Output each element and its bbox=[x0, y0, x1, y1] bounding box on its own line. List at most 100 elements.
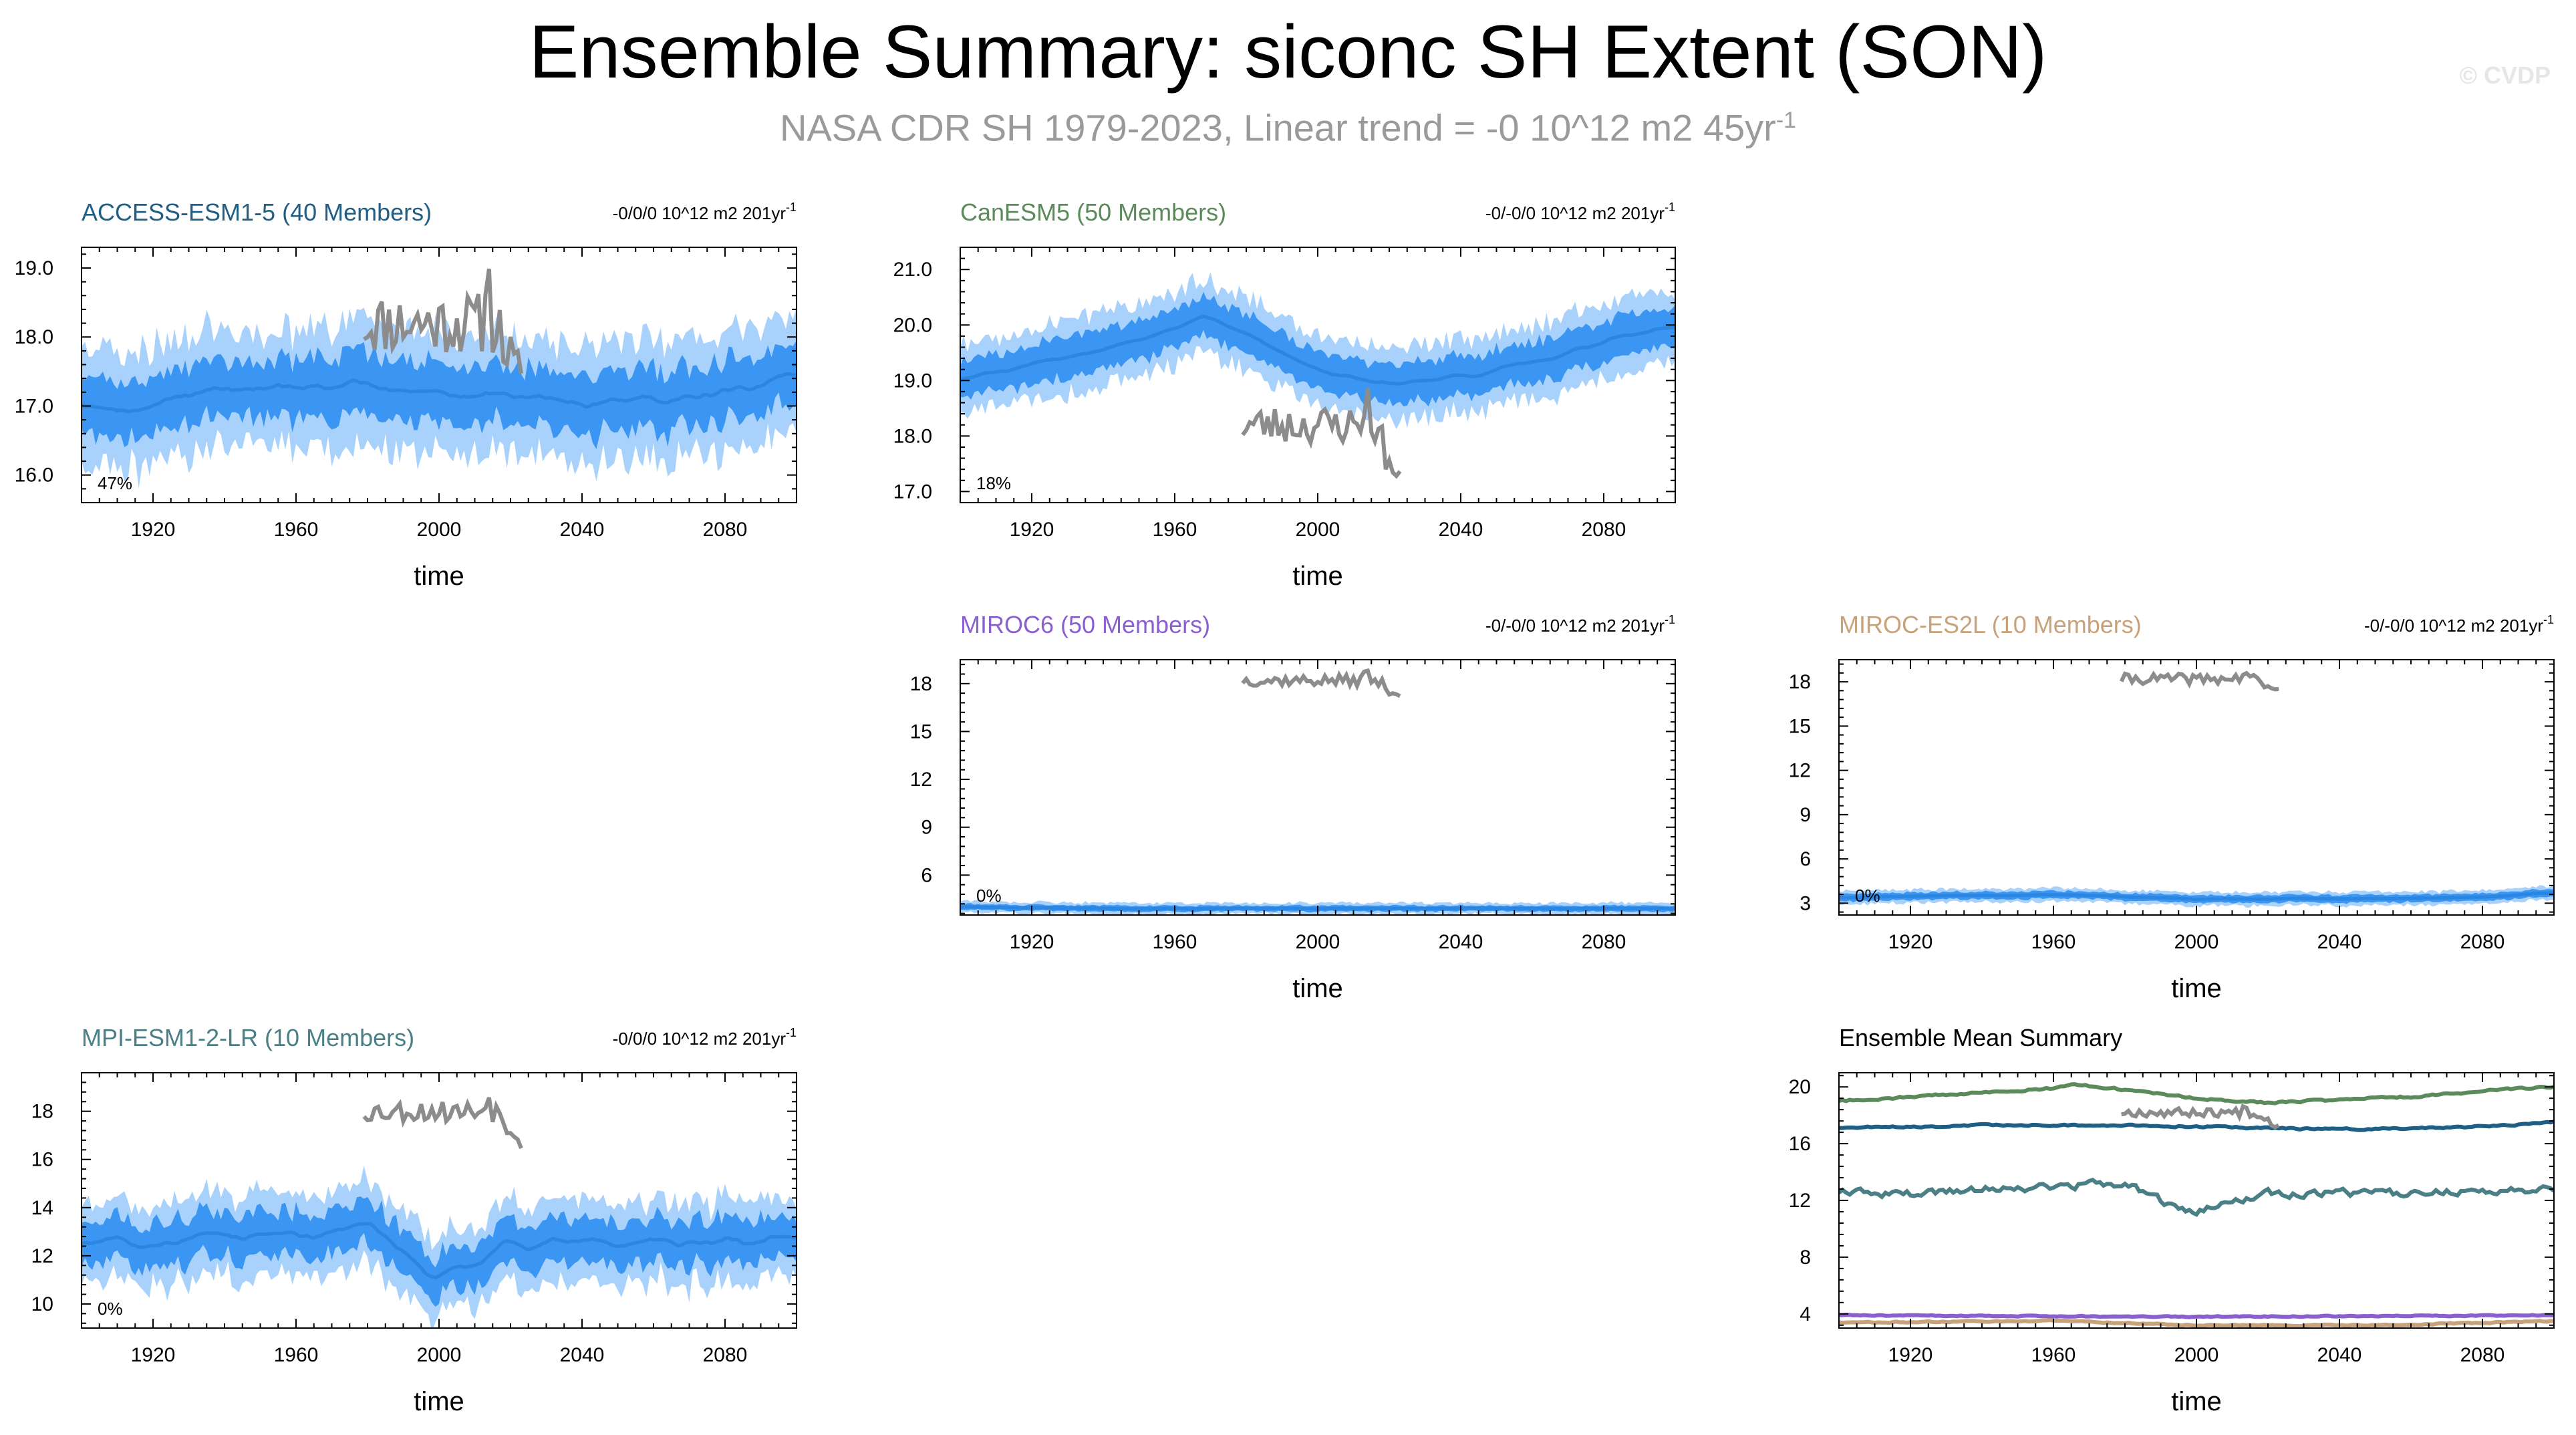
mpi-percent: 0% bbox=[98, 1299, 123, 1319]
mpi-ytick-label: 18 bbox=[31, 1101, 53, 1123]
canesm-ytick-label: 21.0 bbox=[893, 259, 932, 281]
miroc6-ytick-label: 6 bbox=[921, 864, 932, 886]
summary-xtick-label: 1920 bbox=[1888, 1344, 1933, 1366]
canesm-trend-value: -0/-0/0 10^12 m2 201yr bbox=[1485, 203, 1665, 223]
summary-frame bbox=[1838, 1072, 2555, 1329]
miroc6-xtick-label: 2080 bbox=[1582, 931, 1626, 953]
canesm-xtick-label: 1920 bbox=[1010, 519, 1054, 541]
mirocesl-ytick-label: 9 bbox=[1800, 804, 1811, 826]
miroc6-title: MIROC6 (50 Members) bbox=[960, 611, 1210, 638]
canesm-ytick-label: 19.0 bbox=[893, 370, 932, 392]
summary-xlabel: time bbox=[2171, 1387, 2222, 1416]
summary-ytick-label: 12 bbox=[1789, 1190, 1811, 1212]
mpi-trend-text: -0/0/0 10^12 m2 201yr-1 bbox=[613, 1026, 797, 1049]
mirocesl-title: MIROC-ES2L (10 Members) bbox=[1839, 611, 2142, 638]
mpi-title: MPI-ESM1-2-LR (10 Members) bbox=[82, 1024, 414, 1051]
access-xtick-label: 2040 bbox=[560, 519, 605, 541]
access-title: ACCESS-ESM1-5 (40 Members) bbox=[82, 199, 432, 226]
mpi-plot bbox=[82, 1097, 797, 1328]
canesm-title: CanESM5 (50 Members) bbox=[960, 199, 1226, 226]
mirocesl-xtick-label: 2000 bbox=[2174, 931, 2219, 953]
access-trend-text: -0/0/0 10^12 m2 201yr-1 bbox=[613, 201, 797, 223]
access-plot bbox=[82, 268, 797, 489]
mpi-xtick-label: 2040 bbox=[560, 1344, 605, 1366]
subtitle-text: NASA CDR SH 1979-2023, Linear trend = -0… bbox=[779, 106, 1776, 149]
canesm-ytick-label: 17.0 bbox=[893, 481, 932, 503]
summary-line-canesm5 bbox=[1839, 1082, 2554, 1105]
mirocesl-ytick-label: 6 bbox=[1800, 848, 1811, 870]
miroc6-obs-line bbox=[1241, 668, 1401, 698]
summary-plot bbox=[1839, 1082, 2554, 1328]
miroc6-frame bbox=[960, 659, 1676, 916]
mirocesl-trend-value: -0/-0/0 10^12 m2 201yr bbox=[2364, 616, 2543, 636]
panel-mpi: 1920 1960 2000 2040 2080 10 12 14 16 18 time MPI-ES… bbox=[31, 1024, 797, 1416]
mirocesl-ensemble-mean bbox=[1839, 891, 2554, 901]
summary-ytick-label: 4 bbox=[1800, 1303, 1811, 1325]
miroc6-ytick-label: 12 bbox=[910, 769, 932, 791]
summary-xtick-label: 2000 bbox=[2174, 1344, 2219, 1366]
miroc6-xtick-label: 2000 bbox=[1296, 931, 1340, 953]
miroc6-plot bbox=[960, 668, 1675, 915]
summary-line-access-esm1-5 bbox=[1839, 1120, 2554, 1132]
mpi-ytick-label: 16 bbox=[31, 1149, 53, 1171]
panel-summary: 1920 1960 2000 2040 2080 4 8 12 16 20 time Ensemble… bbox=[1789, 1024, 2555, 1416]
miroc6-trend-value: -0/-0/0 10^12 m2 201yr bbox=[1485, 616, 1665, 636]
miroc6-ytick-label: 18 bbox=[910, 673, 932, 695]
mpi-obs-line bbox=[362, 1097, 523, 1150]
mirocesl-xtick-label: 2080 bbox=[2460, 931, 2505, 953]
summary-ytick-label: 20 bbox=[1789, 1076, 1811, 1098]
mpi-xtick-label: 2000 bbox=[417, 1344, 462, 1366]
miroc6-ytick-label: 15 bbox=[910, 721, 932, 743]
access-xtick-label: 2080 bbox=[703, 519, 748, 541]
mirocesl-ytick-label: 18 bbox=[1789, 671, 1811, 693]
canesm-xtick-label: 2040 bbox=[1439, 519, 1483, 541]
mirocesl-ytick-label: 3 bbox=[1800, 892, 1811, 914]
mpi-ytick-label: 14 bbox=[31, 1197, 53, 1219]
subtitle-exponent: -1 bbox=[1775, 108, 1797, 133]
mirocesl-percent: 0% bbox=[1855, 886, 1880, 906]
panel-access: 1920 1960 2000 2040 2080 16.0 17.0 18.0 19.0 time… bbox=[15, 199, 797, 591]
mirocesl-obs-line bbox=[2119, 670, 2279, 692]
panel-mirocesl: 1920 1960 2000 2040 2080 3 6 9 12 15 18 time MIROC-E… bbox=[1789, 611, 2555, 1003]
access-percent: 47% bbox=[98, 473, 132, 493]
page-subtitle: NASA CDR SH 1979-2023, Linear trend = -0… bbox=[0, 97, 2576, 152]
mpi-ytick-label: 10 bbox=[31, 1293, 53, 1315]
panel-canesm: 1920 1960 2000 2040 2080 17.0 18.0 19.0 20.0 21.0… bbox=[893, 199, 1676, 591]
canesm-xlabel: time bbox=[1292, 561, 1343, 591]
mirocesl-xlabel: time bbox=[2171, 974, 2222, 1003]
miroc6-trend-exponent: -1 bbox=[1665, 613, 1675, 626]
mpi-trend-exponent: -1 bbox=[786, 1026, 797, 1039]
mirocesl-plot bbox=[1839, 670, 2554, 908]
access-obs-line bbox=[363, 268, 523, 374]
miroc6-ytick-label: 9 bbox=[921, 817, 932, 839]
summary-ytick-label: 8 bbox=[1800, 1247, 1811, 1269]
mirocesl-trend-text: -0/-0/0 10^12 m2 201yr-1 bbox=[2364, 613, 2554, 636]
access-xlabel: time bbox=[414, 561, 464, 591]
mirocesl-frame bbox=[1838, 659, 2555, 916]
canesm-obs-line bbox=[1241, 388, 1402, 479]
mpi-trend-value: -0/0/0 10^12 m2 201yr bbox=[613, 1029, 786, 1049]
miroc6-percent: 0% bbox=[976, 886, 1002, 906]
canesm-percent: 18% bbox=[976, 473, 1011, 493]
page-title: Ensemble Summary: siconc SH Extent (SON) bbox=[529, 10, 2047, 94]
access-trend-exponent: -1 bbox=[786, 201, 797, 214]
mirocesl-xtick-label: 2040 bbox=[2317, 931, 2362, 953]
canesm-ensemble-mean bbox=[960, 314, 1675, 386]
access-xtick-label: 2000 bbox=[417, 519, 462, 541]
summary-line-miroc6 bbox=[1839, 1313, 2554, 1319]
summary-obs-line bbox=[2121, 1103, 2280, 1130]
mirocesl-trend-exponent: -1 bbox=[2543, 613, 2554, 626]
miroc6-xtick-label: 1920 bbox=[1010, 931, 1054, 953]
canesm-xtick-label: 2000 bbox=[1296, 519, 1340, 541]
summary-xtick-label: 2040 bbox=[2317, 1344, 2362, 1366]
mpi-xtick-label: 2080 bbox=[703, 1344, 748, 1366]
miroc6-xtick-label: 1960 bbox=[1153, 931, 1197, 953]
access-ytick-label: 19.0 bbox=[15, 257, 53, 279]
canesm-trend-exponent: -1 bbox=[1665, 201, 1675, 214]
cvdp-watermark: © CVDP bbox=[2459, 61, 2551, 89]
mpi-xtick-label: 1920 bbox=[131, 1344, 176, 1366]
canesm-inner-spread bbox=[960, 291, 1675, 407]
canesm-plot bbox=[960, 271, 1675, 479]
access-ytick-label: 16.0 bbox=[15, 465, 53, 487]
